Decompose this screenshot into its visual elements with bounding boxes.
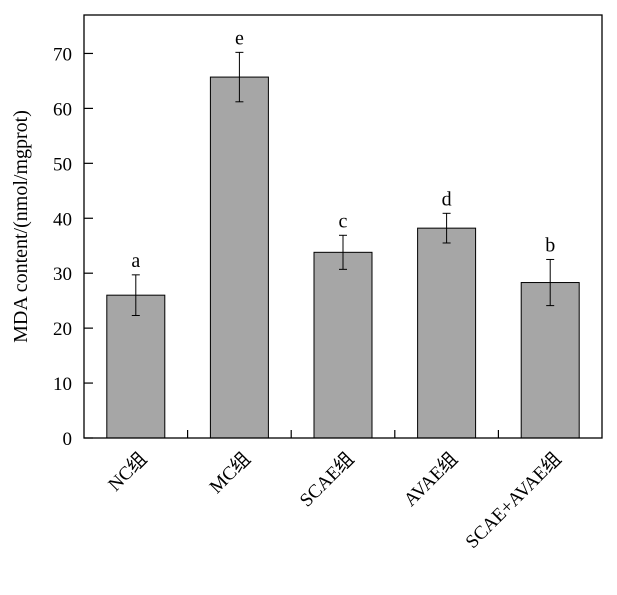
- y-axis-ticks: 0 10 20 30 40 50 60 70: [53, 44, 93, 450]
- category-label: MC组: [205, 448, 255, 498]
- y-tick-label: 20: [53, 319, 72, 340]
- category-label: NC组: [104, 448, 152, 496]
- y-tick-label: 30: [53, 264, 72, 285]
- error-bars: [131, 51, 555, 316]
- bars: [106, 76, 580, 439]
- significance-letter: e: [235, 27, 244, 49]
- y-axis-label: MDA content/(nmol/mgprot): [10, 110, 32, 343]
- category-labels: NC组 MC组 SCAE组 AVAE组 SCAE+AVAE组: [104, 448, 566, 553]
- bar: [417, 227, 477, 439]
- y-tick-label: 40: [53, 209, 72, 230]
- y-tick-label: 70: [53, 44, 72, 65]
- category-label: SCAE+AVAE组: [461, 448, 566, 553]
- y-tick-label: 60: [53, 99, 72, 120]
- bar: [106, 294, 166, 439]
- x-axis-ticks: [187, 430, 499, 438]
- significance-letter: b: [545, 234, 555, 256]
- plot-frame: [83, 14, 603, 439]
- bar: [209, 76, 269, 439]
- significance-letter: a: [131, 250, 140, 272]
- significance-letter: d: [442, 188, 452, 210]
- significance-letters: a e c d b: [131, 27, 555, 271]
- category-label: AVAE组: [399, 448, 462, 511]
- category-label: SCAE组: [295, 448, 358, 511]
- y-tick-label: 50: [53, 154, 72, 175]
- bar: [313, 251, 373, 439]
- y-tick-label: 10: [53, 374, 72, 395]
- y-tick-label: 0: [63, 429, 73, 450]
- significance-letter: c: [339, 210, 348, 232]
